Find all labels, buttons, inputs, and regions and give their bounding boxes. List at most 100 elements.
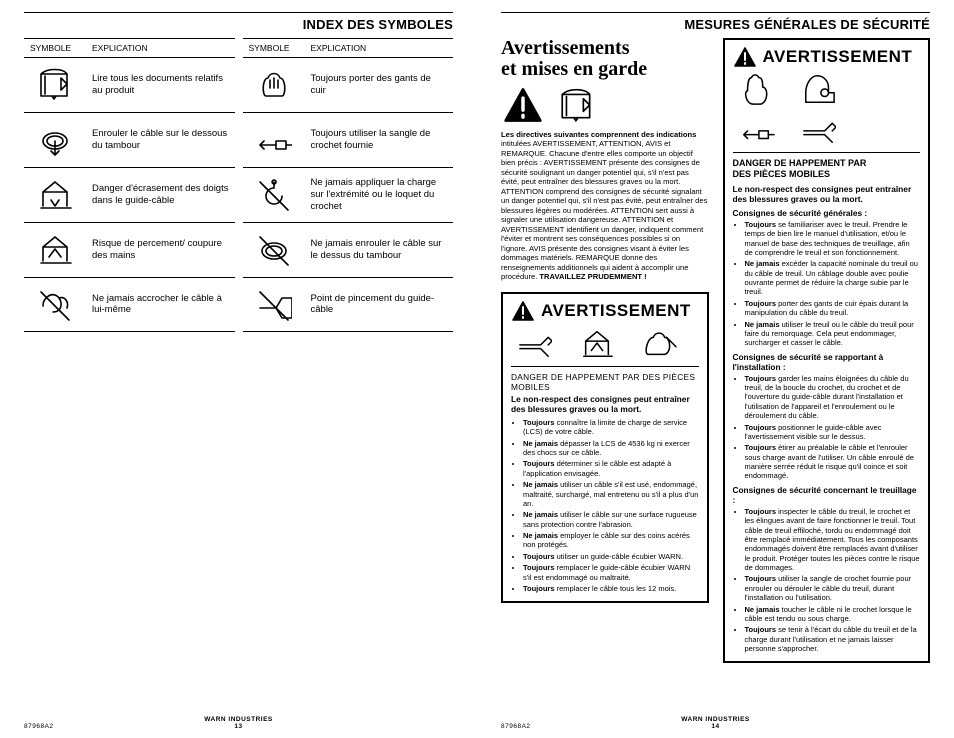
table-row: Danger d'écrasement des doigts dans le g…	[24, 167, 235, 222]
intro-lead: Les directives suivantes comprennent des…	[501, 130, 696, 139]
warning-icons-row	[733, 72, 921, 106]
explication-cell: Ne jamais appliquer la charge sur l'extr…	[305, 167, 454, 222]
explication-cell: Enrouler le câble sur le dessous du tamb…	[86, 112, 235, 167]
warning-triangle-icon	[501, 86, 545, 124]
sec3-head: Consignes de sécurité concernant le treu…	[733, 485, 921, 505]
list-item: Toujours déterminer si le câble est adap…	[523, 459, 699, 478]
table-row: Lire tous les documents relatifs au prod…	[24, 58, 235, 113]
symbol-cell	[24, 167, 86, 222]
hand-part-icon	[635, 326, 683, 360]
pierce-icon	[32, 229, 78, 269]
pierce-icon	[573, 326, 621, 360]
footer-code: 87968A2	[501, 723, 531, 730]
box2-subhead: DANGER DE HAPPEMENT PAR DES PIÈCES MOBIL…	[733, 158, 921, 180]
list-item: Toujours garder les mains éloignées du c…	[745, 374, 921, 421]
divider	[511, 366, 699, 367]
symbol-cell	[24, 277, 86, 332]
list-item: Ne jamais utiliser le treuil ou le câble…	[745, 320, 921, 348]
explication-cell: Ne jamais accrocher le câble à lui-même	[86, 277, 235, 332]
divider	[733, 152, 921, 153]
strap-icon	[251, 119, 297, 159]
warning-title: AVERTISSEMENT	[511, 300, 699, 322]
list-item: Ne jamais excéder la capacité nominale d…	[745, 259, 921, 297]
list-item: Ne jamais employer le câble sur des coin…	[523, 531, 699, 550]
table-row: Risque de percement/ coupure des mains	[24, 222, 235, 277]
warning-triangle-icon	[733, 46, 757, 68]
spool_under-icon	[32, 119, 78, 159]
col-2: AVERTISSEMENT DANGER DE HAPPEMENT PAR DE…	[723, 38, 931, 710]
table-row: Ne jamais appliquer la charge sur l'extr…	[243, 167, 454, 222]
intro-tail: TRAVAILLEZ PRUDEMMENT !	[539, 272, 646, 281]
explication-cell: Lire tous les documents relatifs au prod…	[86, 58, 235, 113]
list-item: Toujours connaître la limite de charge d…	[523, 418, 699, 437]
list-item: Ne jamais utiliser le câble sur une surf…	[523, 510, 699, 529]
head-icon	[795, 72, 843, 106]
list-item: Toujours se familiariser avec le treuil.…	[745, 220, 921, 258]
title-line-2: et mises en garde	[501, 58, 647, 80]
table-row: Ne jamais accrocher le câble à lui-même	[24, 277, 235, 332]
table-row: Ne jamais enrouler le câble sur le dessu…	[243, 222, 454, 277]
box1-subhead: DANGER DE HAPPEMENT PAR DES PIÈCES MOBIL…	[511, 372, 699, 392]
list-item: Toujours remplacer le câble tous les 12 …	[523, 584, 699, 593]
rope-pinch-icon	[511, 326, 559, 360]
symbol-table-2: SYMBOLE EXPLICATION Toujours porter des …	[243, 38, 454, 332]
symbol-cell	[243, 277, 305, 332]
list-item: Ne jamais dépasser la LCS de 4536 kg ni …	[523, 439, 699, 458]
th-symbol: SYMBOLE	[24, 39, 86, 58]
symbol-table-1: SYMBOLE EXPLICATION Lire tous les docume…	[24, 38, 235, 332]
symbol-cell	[243, 112, 305, 167]
warning-box-1: AVERTISSEMENT DANGER DE HAPPEMENT PAR DE…	[501, 292, 709, 604]
table-row: Enrouler le câble sur le dessous du tamb…	[24, 112, 235, 167]
th-explication: EXPLICATION	[86, 39, 235, 58]
table-row: Toujours utiliser la sangle de crochet f…	[243, 112, 454, 167]
gloves-icon	[251, 64, 297, 104]
list-item: Toujours se tenir à l'écart du câble du …	[745, 625, 921, 653]
crush-icon	[32, 174, 78, 214]
table-row: Toujours porter des gants de cuir	[243, 58, 454, 113]
page-right: MESURES GÉNÉRALES DE SÉCURITÉ Avertissem…	[477, 0, 954, 738]
sec3-bullets: Toujours inspecter le câble du treuil, l…	[733, 507, 921, 654]
sec2-head: Consignes de sécurité se rapportant à l'…	[733, 352, 921, 372]
th-symbol: SYMBOLE	[243, 39, 305, 58]
th-explication: EXPLICATION	[305, 39, 454, 58]
footer-company: WARN INDUSTRIES	[501, 716, 930, 723]
explication-cell: Risque de percement/ coupure des mains	[86, 222, 235, 277]
right-columns: Avertissements et mises en garde Les dir…	[501, 38, 930, 710]
explication-cell: Toujours porter des gants de cuir	[305, 58, 454, 113]
rope-pinch-icon	[795, 112, 843, 146]
list-item: Toujours étirer au préalable le câble et…	[745, 443, 921, 481]
list-item: Ne jamais toucher le câble ni le crochet…	[745, 605, 921, 624]
manual-icon	[32, 64, 78, 104]
page-rule	[501, 12, 930, 13]
list-item: Toujours remplacer le guide-câble écubie…	[523, 563, 699, 582]
no_hook_self-icon	[32, 284, 78, 324]
page-header-left: INDEX DES SYMBOLES	[24, 17, 453, 32]
warning-icons-row-2	[733, 112, 921, 146]
explication-cell: Point de pincement du guide-câble	[305, 277, 454, 332]
warning-icons-row	[511, 326, 699, 360]
warning-label: AVERTISSEMENT	[763, 47, 913, 67]
footer-company: WARN INDUSTRIES	[24, 716, 453, 723]
table-row: Point de pincement du guide-câble	[243, 277, 454, 332]
box2-lead: Le non-respect des consignes peut entraî…	[733, 184, 921, 204]
list-item: Toujours inspecter le câble du treuil, l…	[745, 507, 921, 573]
intro-body: intitulées AVERTISSEMENT, ATTENTION, AVI…	[501, 139, 707, 281]
warning-title: AVERTISSEMENT	[733, 46, 921, 68]
sec1-bullets: Toujours se familiariser avec le treuil.…	[733, 220, 921, 348]
page-rule	[24, 12, 453, 13]
list-item: Toujours porter des gants de cuir épais …	[745, 299, 921, 318]
warning-label: AVERTISSEMENT	[541, 301, 691, 321]
footer-left: 87968A2 WARN INDUSTRIES 13	[24, 710, 453, 730]
warnings-title: Avertissements et mises en garde	[501, 38, 709, 80]
list-item: Toujours positionner le guide-câble avec…	[745, 423, 921, 442]
explication-cell: Danger d'écrasement des doigts dans le g…	[86, 167, 235, 222]
symbol-tables: SYMBOLE EXPLICATION Lire tous les docume…	[24, 38, 453, 332]
symbol-cell	[243, 222, 305, 277]
title-line-1: Avertissements	[501, 37, 629, 59]
warning-box-2: AVERTISSEMENT DANGER DE HAPPEMENT PAR DE…	[723, 38, 931, 663]
symbol-cell	[24, 222, 86, 277]
hand-stop-icon	[733, 72, 781, 106]
page-left: INDEX DES SYMBOLES SYMBOLE EXPLICATION L…	[0, 0, 477, 738]
symbol-cell	[24, 58, 86, 113]
footer-right: 87968A2 WARN INDUSTRIES 14	[501, 710, 930, 730]
